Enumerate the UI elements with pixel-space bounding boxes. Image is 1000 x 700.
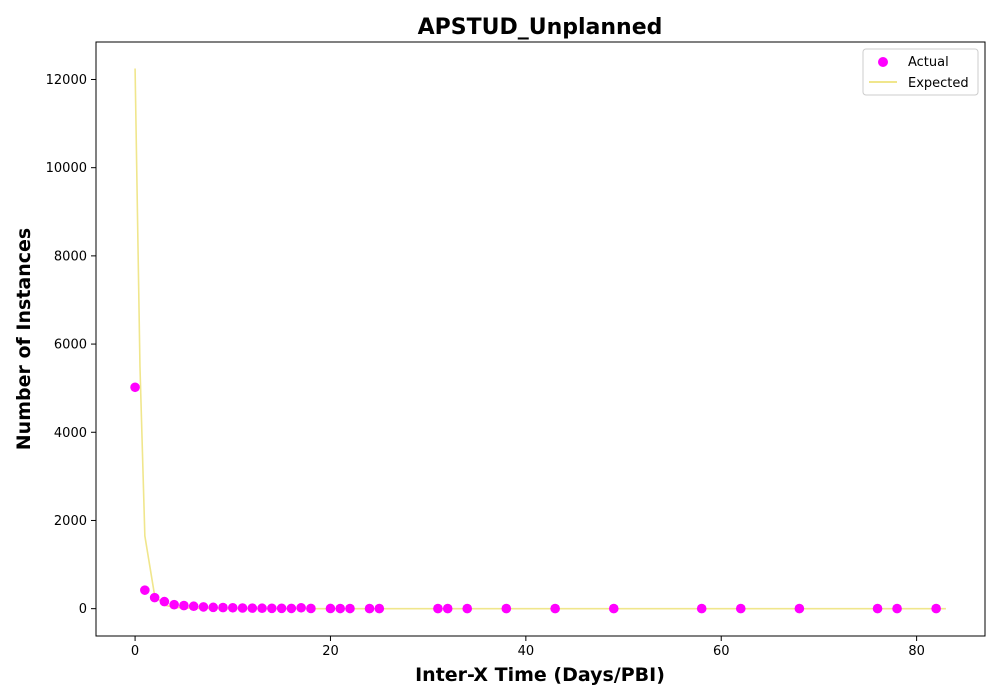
y-tick-label: 12000 [46,73,87,88]
y-tick-label: 0 [79,602,87,617]
actual-point [296,602,306,613]
chart-title: APSTUD_Unplanned [418,15,663,40]
actual-point [794,603,805,614]
legend-actual-label: Actual [908,55,949,70]
legend-expected-label: Expected [908,76,969,91]
actual-point [335,603,346,614]
actual-point [218,602,228,613]
actual-point [198,602,209,612]
x-tick-label: 0 [131,644,139,659]
actual-point [374,603,385,614]
actual-point [872,603,883,614]
ticks-layer: 0 20 40 60 80 0 2000 4000 6000 8000 10000 12000 [46,73,925,659]
plot-area [95,41,986,637]
actual-point [442,603,453,614]
actual-point [208,602,219,613]
x-tick-label: 80 [908,644,925,659]
x-tick-label: 60 [713,644,730,659]
actual-point [735,603,746,614]
actual-point [169,599,179,610]
actual-point [159,596,170,607]
y-tick-label: 2000 [54,514,87,529]
legend: Actual Expected [862,48,979,96]
actual-point [179,600,189,611]
actual-point [276,603,287,614]
actual-point [608,603,619,614]
actual-point [257,603,267,614]
x-axis-label: Inter-X Time (Days/PBI) [415,664,665,686]
actual-point [433,603,443,614]
actual-point [286,603,297,614]
actual-point [892,603,902,614]
actual-point [345,603,355,614]
actual-point [364,603,375,614]
actual-point [247,603,258,613]
y-tick-label: 4000 [54,426,87,441]
actual-point [931,603,941,614]
y-axis-label: Number of Instances [13,228,35,450]
actual-point [149,592,160,603]
actual-point [130,382,140,393]
y-tick-label: 8000 [54,249,87,264]
actual-point [325,603,336,614]
actual-point [227,602,238,613]
x-tick-label: 40 [518,644,535,659]
expected-line [134,68,946,610]
legend-box [862,48,979,96]
series-layer [130,68,946,614]
y-tick-label: 10000 [46,161,87,176]
actual-point [306,603,316,614]
actual-point [188,601,199,612]
actual-point [237,603,248,613]
x-tick-label: 20 [322,644,339,659]
actual-point [267,603,277,614]
y-tick-label: 6000 [54,338,87,353]
actual-point [696,603,707,614]
actual-point [550,603,560,614]
legend-actual-marker [878,57,888,67]
actual-point [462,603,473,614]
actual-point [501,603,512,614]
actual-point [140,585,150,595]
